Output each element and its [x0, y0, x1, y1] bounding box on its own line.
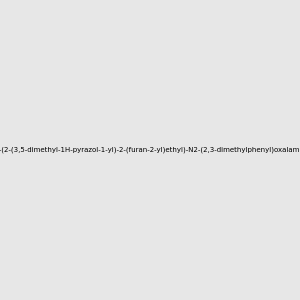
Text: N1-(2-(3,5-dimethyl-1H-pyrazol-1-yl)-2-(furan-2-yl)ethyl)-N2-(2,3-dimethylphenyl: N1-(2-(3,5-dimethyl-1H-pyrazol-1-yl)-2-(… — [0, 147, 300, 153]
